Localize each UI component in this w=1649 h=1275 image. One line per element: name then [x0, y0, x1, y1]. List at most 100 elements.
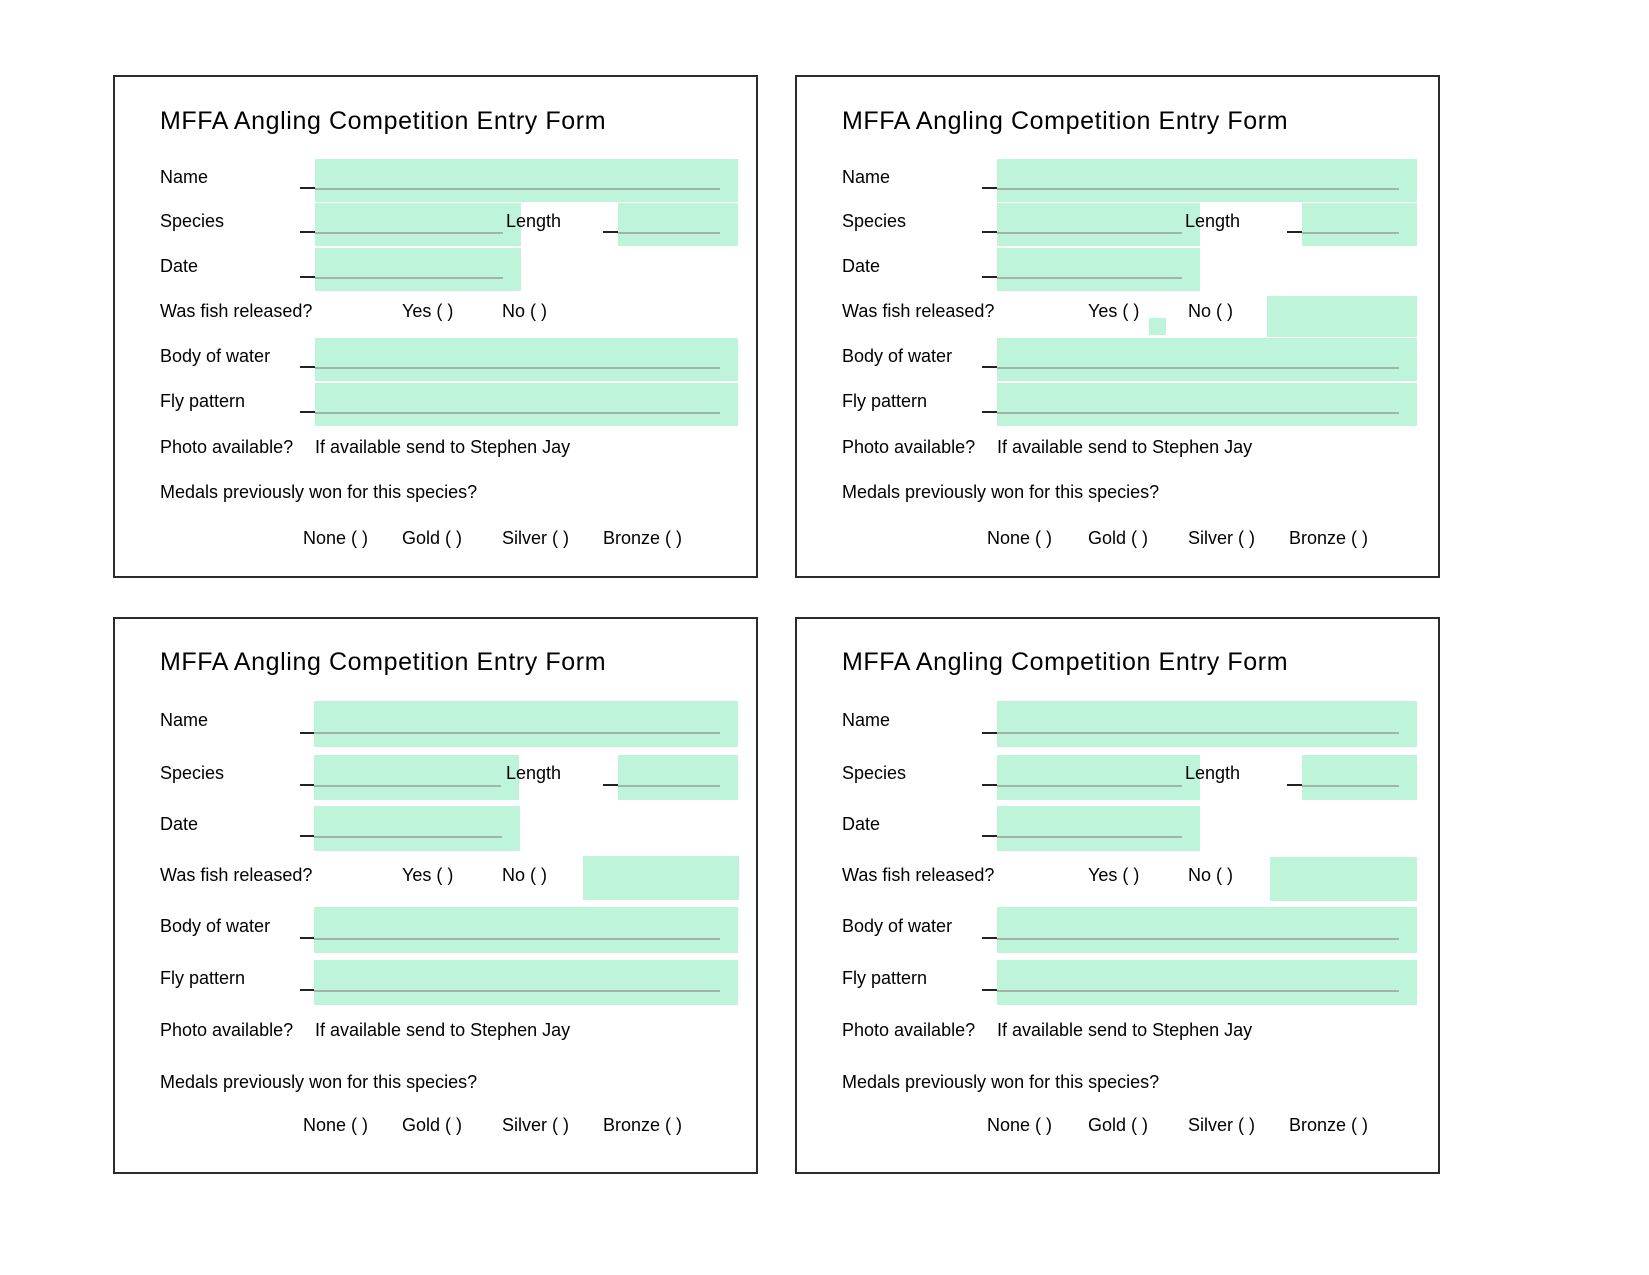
released-checkbox[interactable]: [1149, 318, 1166, 335]
released-label: Was fish released?: [160, 301, 313, 321]
fly-field[interactable]: [315, 383, 738, 426]
underline: [997, 277, 1182, 279]
released-no-option[interactable]: No ( ): [1188, 865, 1233, 885]
medal-bronze-option[interactable]: Bronze ( ): [1289, 1115, 1369, 1135]
underline: [1302, 232, 1399, 234]
medals-label: Medals previously won for this species?: [160, 482, 478, 502]
released-yes-option[interactable]: Yes ( ): [1088, 301, 1140, 321]
photo-note: If available send to Stephen Jay: [315, 437, 571, 457]
underline: [314, 836, 502, 838]
dash: [982, 366, 997, 368]
date-field[interactable]: [314, 806, 520, 851]
length-field[interactable]: [1302, 203, 1417, 246]
length-field[interactable]: [1302, 755, 1417, 800]
medal-silver-option[interactable]: Silver ( ): [1188, 1115, 1255, 1135]
name-field[interactable]: [315, 159, 738, 202]
name-label: Name: [842, 167, 891, 187]
medal-none-option[interactable]: None ( ): [303, 1115, 369, 1135]
water-field[interactable]: [315, 338, 738, 381]
medal-silver-option[interactable]: Silver ( ): [1188, 528, 1255, 548]
form-title: MFFA Angling Competition Entry Form: [160, 648, 607, 676]
date-label: Date: [160, 256, 199, 276]
entry-form-card-4: MFFA Angling Competition Entry Form Name…: [795, 617, 1440, 1174]
entry-form-card-1: MFFA Angling Competition Entry Form Name…: [113, 75, 758, 578]
released-no-option[interactable]: No ( ): [1188, 301, 1233, 321]
species-label: Species: [160, 211, 225, 231]
underline: [997, 938, 1399, 940]
medal-bronze-option[interactable]: Bronze ( ): [1289, 528, 1369, 548]
medal-bronze-option[interactable]: Bronze ( ): [603, 1115, 683, 1135]
species-field[interactable]: [315, 203, 521, 246]
released-field[interactable]: [1267, 296, 1417, 337]
released-field[interactable]: [1270, 857, 1417, 901]
dash: [300, 231, 315, 233]
date-field[interactable]: [997, 248, 1200, 291]
entry-form-card-3: MFFA Angling Competition Entry Form Name…: [113, 617, 758, 1174]
dash: [1287, 231, 1302, 233]
underline: [997, 232, 1182, 234]
name-field[interactable]: [997, 159, 1417, 202]
underline: [997, 412, 1399, 414]
species-label: Species: [842, 763, 907, 783]
released-yes-option[interactable]: Yes ( ): [1088, 865, 1140, 885]
date-field[interactable]: [315, 248, 521, 291]
name-label: Name: [160, 167, 209, 187]
medal-gold-option[interactable]: Gold ( ): [1088, 1115, 1149, 1135]
water-label: Body of water: [160, 916, 271, 936]
length-label: Length: [1185, 211, 1241, 231]
released-label: Was fish released?: [160, 865, 313, 885]
length-label: Length: [506, 763, 562, 783]
water-field[interactable]: [314, 907, 738, 953]
fly-field[interactable]: [314, 960, 738, 1005]
photo-note: If available send to Stephen Jay: [315, 1020, 571, 1040]
medal-bronze-option[interactable]: Bronze ( ): [603, 528, 683, 548]
water-field[interactable]: [997, 907, 1417, 953]
medal-gold-option[interactable]: Gold ( ): [402, 1115, 463, 1135]
medal-none-option[interactable]: None ( ): [987, 1115, 1053, 1135]
dash: [300, 276, 315, 278]
name-label: Name: [160, 710, 209, 730]
underline: [997, 732, 1399, 734]
released-no-option[interactable]: No ( ): [502, 865, 547, 885]
dash: [982, 989, 997, 991]
released-label: Was fish released?: [842, 865, 995, 885]
species-field[interactable]: [997, 203, 1200, 246]
underline: [1302, 785, 1399, 787]
date-label: Date: [842, 814, 881, 834]
name-label: Name: [842, 710, 891, 730]
length-label: Length: [1185, 763, 1241, 783]
name-field[interactable]: [997, 701, 1417, 747]
medal-silver-option[interactable]: Silver ( ): [502, 528, 569, 548]
released-yes-option[interactable]: Yes ( ): [402, 301, 454, 321]
dash: [982, 187, 997, 189]
date-field[interactable]: [997, 806, 1200, 851]
underline: [997, 367, 1399, 369]
underline: [315, 188, 720, 190]
length-field[interactable]: [618, 755, 738, 800]
photo-note: If available send to Stephen Jay: [997, 437, 1253, 457]
dash: [982, 835, 997, 837]
released-no-option[interactable]: No ( ): [502, 301, 547, 321]
fly-field[interactable]: [997, 383, 1417, 426]
medal-silver-option[interactable]: Silver ( ): [502, 1115, 569, 1135]
medal-none-option[interactable]: None ( ): [987, 528, 1053, 548]
medal-gold-option[interactable]: Gold ( ): [402, 528, 463, 548]
released-field[interactable]: [583, 856, 739, 900]
underline: [315, 412, 720, 414]
name-field[interactable]: [314, 701, 738, 747]
medal-none-option[interactable]: None ( ): [303, 528, 369, 548]
dash: [300, 732, 315, 734]
dash: [300, 366, 315, 368]
length-field[interactable]: [618, 203, 738, 246]
dash: [982, 231, 997, 233]
dash: [982, 784, 997, 786]
released-yes-option[interactable]: Yes ( ): [402, 865, 454, 885]
water-field[interactable]: [997, 338, 1417, 381]
species-field[interactable]: [314, 755, 519, 800]
water-label: Body of water: [842, 346, 953, 366]
species-field[interactable]: [997, 755, 1200, 800]
fly-field[interactable]: [997, 960, 1417, 1005]
underline: [618, 785, 720, 787]
medal-gold-option[interactable]: Gold ( ): [1088, 528, 1149, 548]
entry-form-card-2: MFFA Angling Competition Entry Form Name…: [795, 75, 1440, 578]
